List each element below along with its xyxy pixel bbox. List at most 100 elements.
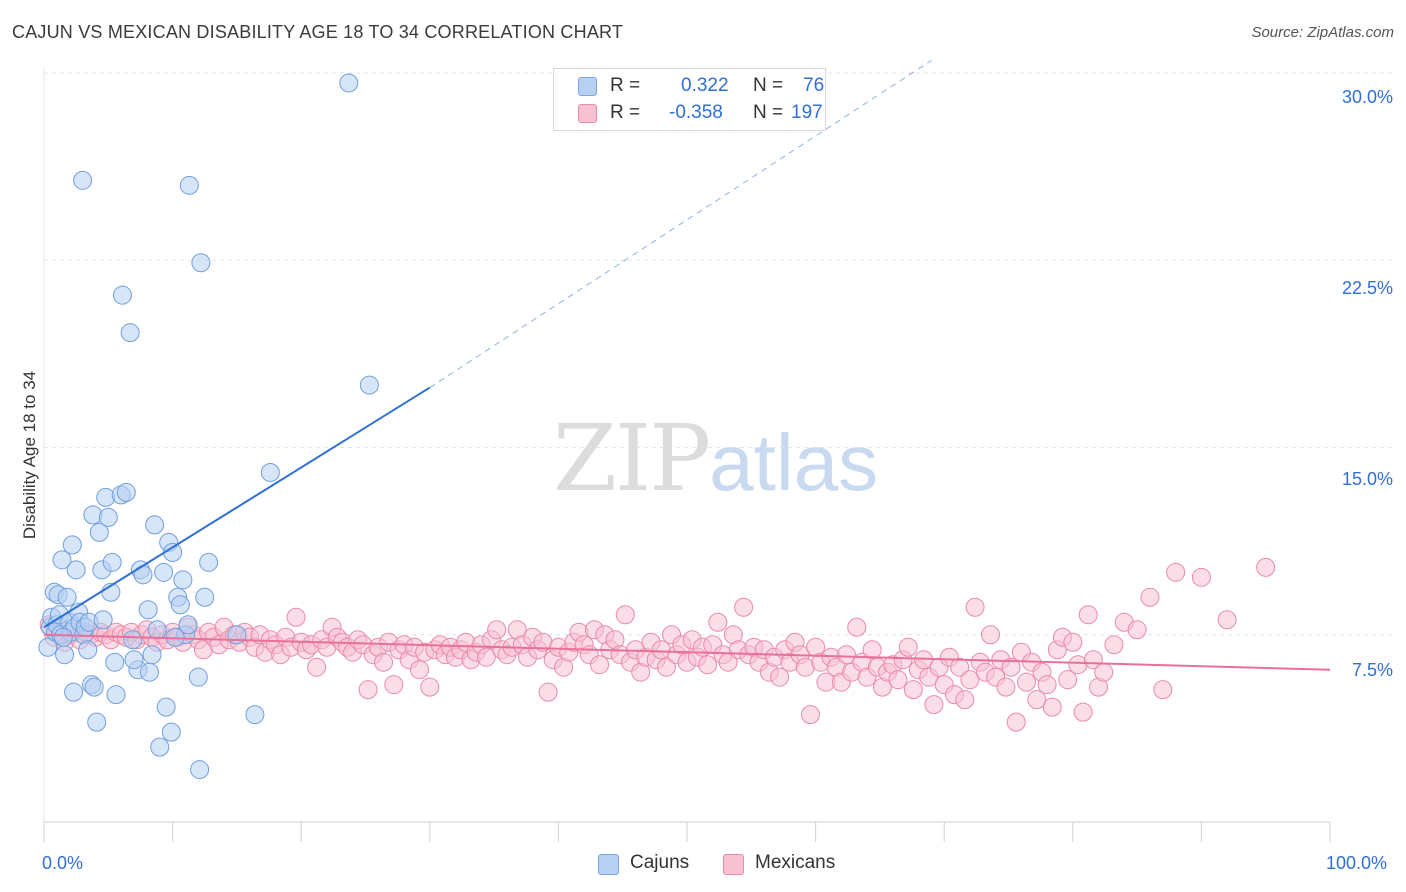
cajun-point — [179, 175, 199, 195]
mexican-point — [420, 677, 440, 697]
y-axis-label: Disability Age 18 to 34 — [20, 370, 39, 540]
cajun-point — [339, 73, 359, 93]
mexican-point — [698, 655, 718, 675]
mexican-point — [862, 640, 882, 660]
mexican-point — [708, 612, 728, 632]
mexican-point — [847, 617, 867, 637]
mexican-point — [1037, 675, 1057, 695]
x-tick-label: 100.0% — [1326, 853, 1388, 873]
cajun-point — [112, 285, 132, 305]
watermark-atlas: atlas — [709, 418, 879, 507]
mexican-point — [358, 680, 378, 700]
grid — [44, 72, 1392, 636]
mexican-point — [734, 597, 754, 617]
mexican-point — [770, 667, 790, 687]
cajun-point — [154, 562, 174, 582]
cajun-point — [57, 587, 77, 607]
mexican-point — [800, 705, 820, 725]
mexican-point — [1104, 635, 1124, 655]
n-label: N = — [753, 102, 784, 123]
x-tick-label: 0.0% — [42, 853, 84, 873]
cajun-point — [84, 677, 104, 697]
mexicans-swatch — [578, 104, 597, 123]
mexican-point — [1063, 632, 1083, 652]
chart-title: CAJUN VS MEXICAN DISABILITY AGE 18 TO 34… — [12, 22, 624, 42]
mexicans-legend-swatch — [723, 854, 744, 875]
mexican-point — [960, 670, 980, 690]
cajun-point — [188, 667, 208, 687]
cajun-point — [123, 630, 143, 650]
cajun-point — [195, 587, 215, 607]
source-label: Source: ZipAtlas.com — [1251, 24, 1394, 41]
cajun-point — [260, 462, 280, 482]
cajun-point — [89, 522, 109, 542]
mexican-point — [836, 645, 856, 665]
cajun-point — [64, 682, 84, 702]
cajun-point — [62, 535, 82, 555]
mexican-point — [1094, 662, 1114, 682]
cajun-point — [139, 662, 159, 682]
mexican-point — [1027, 690, 1047, 710]
mexican-point — [487, 620, 507, 640]
legend-label-cajuns: Cajuns — [630, 852, 690, 873]
mexican-point — [955, 690, 975, 710]
r-label: R = — [610, 75, 641, 96]
mexican-point — [1006, 712, 1026, 732]
mexicans-points — [39, 557, 1276, 732]
y-tick-label: 7.5% — [1351, 660, 1393, 680]
cajuns-trend-line — [43, 386, 431, 629]
mexican-point — [1166, 562, 1186, 582]
cajun-point — [55, 645, 75, 665]
cajun-point — [170, 595, 190, 615]
n-label: N = — [753, 75, 784, 96]
mexican-point — [950, 657, 970, 677]
mexican-point — [1191, 567, 1211, 587]
cajun-point — [161, 722, 181, 742]
cajun-point — [245, 705, 265, 725]
mexican-point — [615, 605, 635, 625]
mexican-point — [1140, 587, 1160, 607]
cajun-point — [73, 170, 93, 190]
cajun-point — [190, 760, 210, 780]
cajun-point — [173, 570, 193, 590]
cajun-point — [93, 610, 113, 630]
cajuns-legend-swatch — [598, 854, 619, 875]
mexican-point — [476, 647, 496, 667]
cajun-point — [98, 507, 118, 527]
n-value: 197 — [791, 102, 823, 123]
cajun-point — [53, 627, 73, 647]
mexican-point — [1127, 620, 1147, 640]
mexican-point — [1042, 697, 1062, 717]
correlation-legend: R = 0.322 N = 76 R = -0.358 N = 197 — [553, 68, 826, 131]
mexican-point — [924, 695, 944, 715]
cajun-point — [120, 323, 140, 343]
r-value: -0.358 — [669, 102, 723, 123]
mexican-point — [307, 657, 327, 677]
mexican-point — [1001, 657, 1021, 677]
cajuns-trend-extension — [429, 60, 932, 388]
cajun-point — [105, 652, 125, 672]
cajuns-swatch — [578, 77, 597, 96]
mexican-point — [965, 597, 985, 617]
axes — [43, 68, 1331, 842]
y-tick-label: 22.5% — [1341, 278, 1393, 298]
mexican-point — [898, 637, 918, 657]
r-label: R = — [610, 102, 641, 123]
mexican-point — [1256, 557, 1276, 577]
mexican-point — [1153, 680, 1173, 700]
cajun-point — [150, 737, 170, 757]
r-value: 0.322 — [681, 75, 729, 96]
cajun-point — [145, 515, 165, 535]
watermark-zip: ZIP — [553, 405, 711, 512]
mexican-point — [538, 682, 558, 702]
mexican-point — [996, 677, 1016, 697]
mexican-point — [1017, 672, 1037, 692]
cajun-point — [124, 650, 144, 670]
cajun-point — [52, 550, 72, 570]
cajun-point — [147, 620, 167, 640]
mexican-point — [286, 607, 306, 627]
mexican-point — [384, 675, 404, 695]
cajun-point — [78, 640, 98, 660]
mexican-point — [374, 652, 394, 672]
